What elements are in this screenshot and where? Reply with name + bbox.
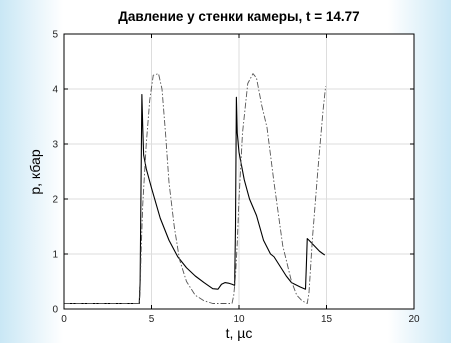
x-tick-label: 5 [149, 314, 155, 325]
y-tick-label: 0 [52, 305, 58, 316]
y-tick-label: 4 [52, 85, 58, 96]
axis-ticks: 0 5 10 15 20 0 1 2 3 4 5 [52, 30, 420, 326]
x-tick-label: 10 [233, 314, 245, 325]
y-tick-label: 2 [52, 195, 58, 206]
y-tick-label: 3 [52, 140, 58, 151]
series-line-dashdot [64, 73, 327, 304]
x-tick-label: 0 [61, 314, 67, 325]
x-tick-label: 20 [408, 314, 420, 325]
chart-title: Давление у стенки камеры, t = 14.77 [118, 9, 359, 24]
series-line-solid [64, 93, 326, 305]
y-tick-label: 1 [52, 250, 58, 261]
x-axis-label: t, µс [226, 325, 253, 341]
x-tick-label: 15 [321, 314, 333, 325]
y-axis-label: р, кбар [27, 149, 43, 194]
y-tick-label: 5 [52, 30, 58, 41]
series-layer [64, 73, 327, 305]
